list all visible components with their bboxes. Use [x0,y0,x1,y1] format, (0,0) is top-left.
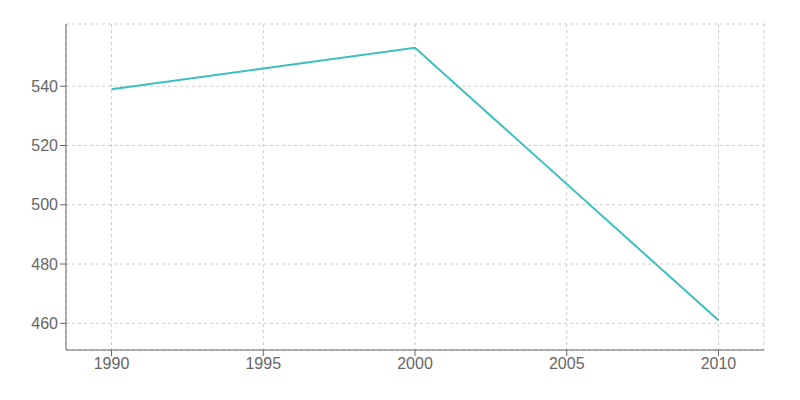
svg-text:460: 460 [31,315,58,332]
svg-text:500: 500 [31,196,58,213]
svg-text:1990: 1990 [94,355,130,372]
svg-text:2010: 2010 [701,355,737,372]
svg-text:520: 520 [31,137,58,154]
svg-text:540: 540 [31,78,58,95]
svg-text:480: 480 [31,256,58,273]
svg-text:1995: 1995 [245,355,281,372]
svg-text:2000: 2000 [397,355,433,372]
svg-text:2005: 2005 [549,355,585,372]
